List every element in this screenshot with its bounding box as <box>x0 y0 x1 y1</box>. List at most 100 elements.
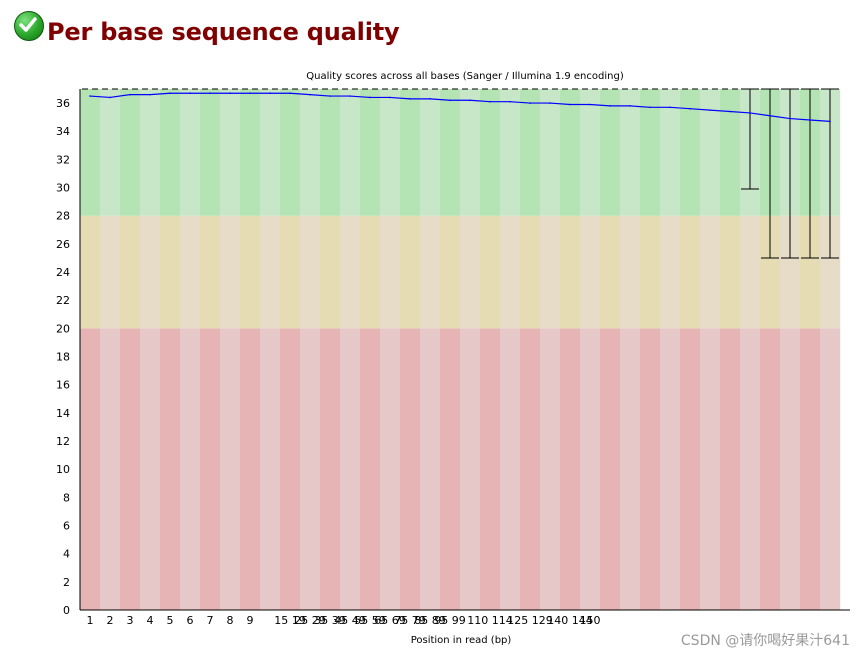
bad-zone-stripe <box>140 328 161 610</box>
mean-quality-point <box>89 95 91 97</box>
mean-quality-point <box>689 107 691 110</box>
x-tick-label: 110 114 <box>467 614 513 627</box>
good-zone-stripe <box>320 89 341 216</box>
good-zone-stripe <box>380 89 401 216</box>
mean-quality-point <box>149 93 151 96</box>
x-tick-label: 140 144 <box>547 614 593 627</box>
mean-quality-point <box>429 98 431 100</box>
mean-quality-point <box>249 92 251 95</box>
bad-zone-stripe <box>200 328 221 610</box>
warn-zone-stripe <box>440 215 461 329</box>
bad-zone-stripe <box>520 328 541 610</box>
bad-zone-stripe <box>120 328 141 610</box>
warn-zone-stripe <box>200 215 221 329</box>
warn-zone-stripe <box>460 215 481 329</box>
y-tick-label: 4 <box>63 548 70 561</box>
bad-zone-stripe <box>680 328 701 610</box>
good-zone-stripe <box>260 89 281 216</box>
warn-zone-stripe <box>140 215 161 329</box>
mean-quality-point <box>509 100 511 103</box>
x-tick-label: 25 29 <box>294 614 326 627</box>
mean-quality-point <box>269 92 271 95</box>
warn-zone-stripe <box>320 215 341 329</box>
good-zone-stripe <box>360 89 381 216</box>
mean-quality-point <box>289 92 291 95</box>
warn-zone-stripe <box>540 215 561 329</box>
good-zone-stripe <box>420 89 441 216</box>
whisker-group <box>82 88 839 259</box>
warn-zone-stripe <box>220 215 241 329</box>
warn-zone-stripe <box>480 215 501 329</box>
warn-zone-stripe <box>620 215 641 329</box>
bad-zone-stripe <box>820 328 841 610</box>
mean-quality-point <box>549 102 551 104</box>
watermark: CSDN @请你喝好果汁641 <box>680 633 850 649</box>
good-zone-stripe <box>500 89 521 216</box>
good-zone-stripe <box>120 89 141 216</box>
y-tick-label: 20 <box>56 322 70 335</box>
good-zone-stripe <box>640 89 661 216</box>
mean-quality-point <box>409 98 411 100</box>
good-zone-stripe <box>540 89 561 216</box>
x-tick-label: 55 59 <box>354 614 386 627</box>
bad-zone-stripe <box>700 328 721 610</box>
bad-zone-stripe <box>360 328 381 610</box>
good-zone-stripe <box>460 89 481 216</box>
x-tick-label: 9 <box>247 614 254 627</box>
warn-zone-stripe <box>760 215 781 329</box>
bad-zone-stripe <box>160 328 181 610</box>
bad-zone-stripe <box>600 328 621 610</box>
y-tick-label: 24 <box>56 266 70 279</box>
good-zone-stripe <box>580 89 601 216</box>
bad-zone-stripe <box>720 328 741 610</box>
mean-quality-point <box>529 102 531 104</box>
mean-quality-point <box>669 106 671 109</box>
good-zone-stripe <box>600 89 621 216</box>
x-tick-label: 150 <box>580 614 601 627</box>
x-tick-label: 45 49 <box>334 614 366 627</box>
good-zone-stripe <box>80 89 101 216</box>
bad-zone-stripe <box>480 328 501 610</box>
warn-zone-stripe <box>340 215 361 329</box>
good-zone-stripe <box>520 89 541 216</box>
bad-zone-stripe <box>760 328 781 610</box>
y-tick-label: 14 <box>56 407 70 420</box>
bad-zone-stripe <box>260 328 281 610</box>
good-zone-stripe <box>240 89 261 216</box>
check-icon <box>14 11 44 41</box>
x-tick-label: 125 129 <box>507 614 553 627</box>
warn-zone-stripe <box>80 215 101 329</box>
good-zone-stripe <box>200 89 221 216</box>
warn-zone-stripe <box>580 215 601 329</box>
bad-zone-stripe <box>780 328 801 610</box>
x-tick-label: 2 <box>107 614 114 627</box>
bad-zone-stripe <box>440 328 461 610</box>
warn-zone-stripe <box>520 215 541 329</box>
mean-quality-point <box>309 93 311 96</box>
warn-zone-stripe <box>800 215 821 329</box>
good-zone-stripe <box>160 89 181 216</box>
warn-zone-stripe <box>240 215 261 329</box>
warn-zone-stripe <box>260 215 281 329</box>
x-tick-label: 35 39 <box>314 614 346 627</box>
y-tick-label: 30 <box>56 182 70 195</box>
series-group <box>89 92 831 123</box>
warn-zone-stripe <box>120 215 141 329</box>
bad-zone-stripe <box>100 328 121 610</box>
x-tick-label: 6 <box>187 614 194 627</box>
bad-zone-stripe <box>300 328 321 610</box>
warn-zone-stripe <box>280 215 301 329</box>
bad-zone-stripe <box>460 328 481 610</box>
bad-zone-stripe <box>560 328 581 610</box>
bad-zone-stripe <box>580 328 601 610</box>
warn-zone-stripe <box>500 215 521 329</box>
mean-quality-point <box>789 117 791 120</box>
mean-quality-point <box>369 96 371 99</box>
good-zone-stripe <box>720 89 741 216</box>
bad-zone-stripe <box>640 328 661 610</box>
y-tick-label: 8 <box>63 491 70 504</box>
warn-zone-stripe <box>720 215 741 329</box>
x-tick-label: 7 <box>207 614 214 627</box>
x-tick-label: 65 69 <box>374 614 406 627</box>
